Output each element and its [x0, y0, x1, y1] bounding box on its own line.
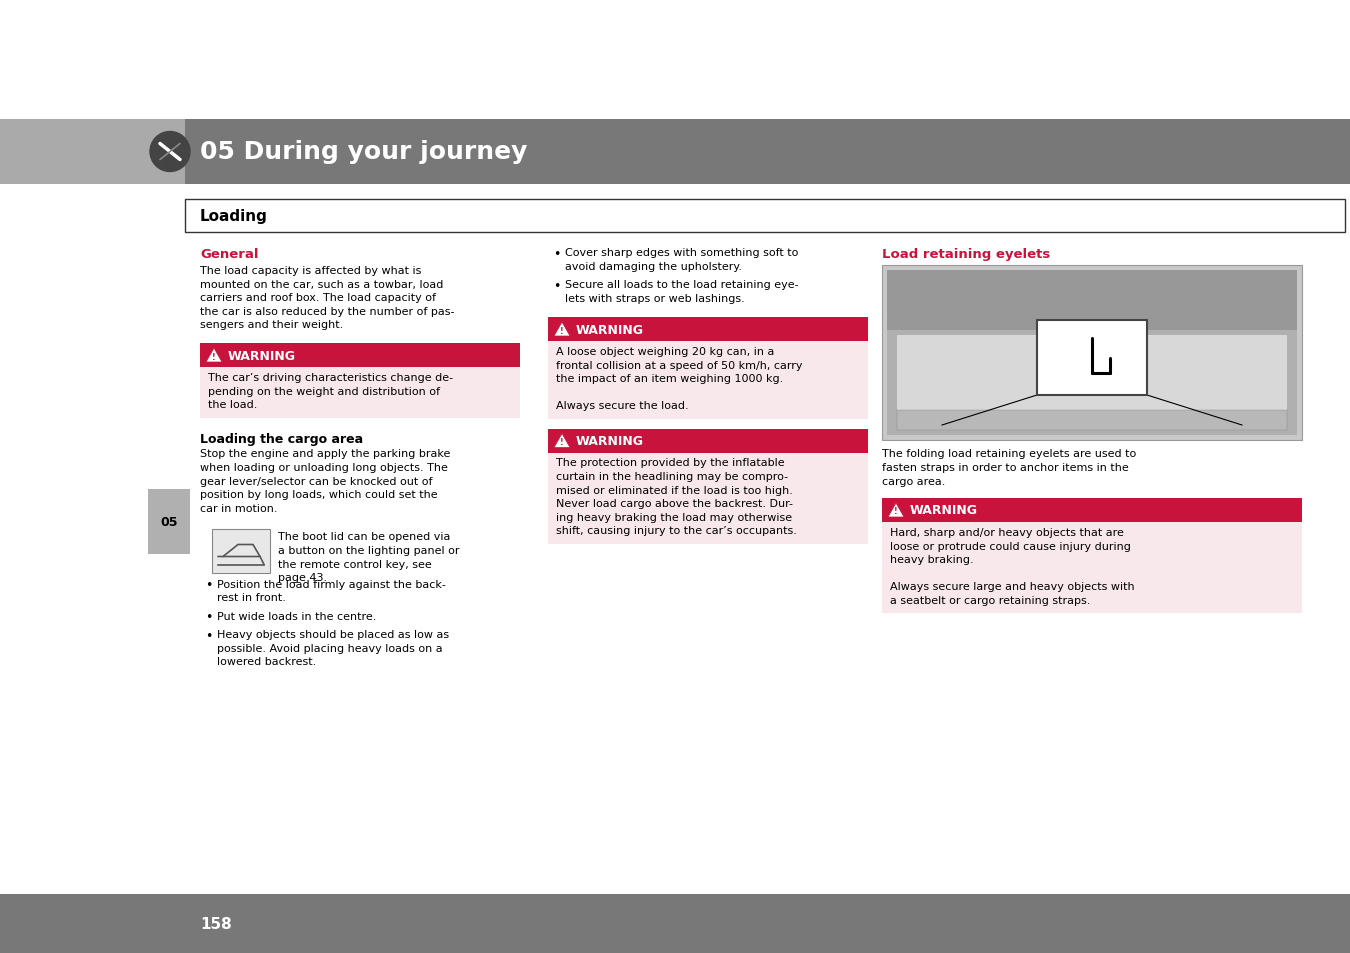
Text: Stop the engine and apply the parking brake
when loading or unloading long objec: Stop the engine and apply the parking br… [200, 449, 451, 514]
Bar [200, 344, 520, 368]
Text: Hard, sharp and/or heavy objects that are
loose or protrude could cause injury d: Hard, sharp and/or heavy objects that ar… [890, 527, 1134, 605]
Text: Heavy objects should be placed as low as
possible. Avoid placing heavy loads on : Heavy objects should be placed as low as… [217, 629, 450, 666]
Text: Load retaining eyelets: Load retaining eyelets [882, 248, 1050, 261]
Bar [148, 490, 190, 555]
Bar [896, 335, 1287, 420]
Text: 158: 158 [200, 916, 232, 931]
Text: WARNING: WARNING [576, 435, 644, 448]
Polygon shape [207, 349, 221, 363]
Text: !: ! [894, 507, 898, 516]
Text: WARNING: WARNING [910, 504, 977, 517]
Text: The protection provided by the inflatable
curtain in the headlining may be compr: The protection provided by the inflatabl… [556, 458, 796, 536]
Bar [0, 120, 185, 185]
Bar [548, 341, 868, 419]
Polygon shape [888, 503, 905, 517]
Circle shape [150, 132, 190, 172]
Polygon shape [554, 434, 570, 448]
Text: A loose object weighing 20 kg can, in a
frontal collision at a speed of 50 km/h,: A loose object weighing 20 kg can, in a … [556, 347, 802, 411]
Bar [882, 522, 1301, 614]
Text: Secure all loads to the load retaining eye-
lets with straps or web lashings.: Secure all loads to the load retaining e… [566, 280, 799, 303]
Text: •: • [205, 611, 212, 624]
Bar [0, 894, 1350, 953]
Text: WARNING: WARNING [228, 349, 296, 362]
Text: !: ! [560, 326, 564, 335]
Text: Position the load firmly against the back-
rest in front.: Position the load firmly against the bac… [217, 578, 446, 602]
Text: Loading: Loading [200, 209, 267, 224]
Bar [887, 271, 1297, 436]
Bar [212, 529, 270, 573]
Bar [882, 498, 1301, 522]
Text: General: General [200, 248, 258, 261]
Bar [200, 368, 520, 418]
Text: The boot lid can be opened via
a button on the lighting panel or
the remote cont: The boot lid can be opened via a button … [278, 532, 459, 582]
Bar [548, 317, 868, 341]
Bar [1037, 320, 1148, 395]
Text: The folding load retaining eyelets are used to
fasten straps in order to anchor : The folding load retaining eyelets are u… [882, 449, 1137, 486]
Text: Loading the cargo area: Loading the cargo area [200, 432, 363, 445]
Text: •: • [554, 280, 560, 293]
Text: !: ! [212, 352, 216, 361]
Text: 05 During your journey: 05 During your journey [200, 140, 528, 164]
Text: •: • [205, 629, 212, 642]
Bar [882, 266, 1301, 440]
Text: The load capacity is affected by what is
mounted on the car, such as a towbar, l: The load capacity is affected by what is… [200, 266, 455, 330]
Bar [887, 271, 1297, 331]
Bar [548, 429, 868, 453]
Text: •: • [554, 248, 560, 261]
Text: WARNING: WARNING [576, 323, 644, 336]
Text: Put wide loads in the centre.: Put wide loads in the centre. [217, 611, 377, 620]
Text: Cover sharp edges with something soft to
avoid damaging the upholstery.: Cover sharp edges with something soft to… [566, 248, 798, 272]
Bar [185, 120, 1350, 185]
Polygon shape [554, 323, 570, 336]
Text: 05: 05 [161, 516, 178, 529]
Bar [896, 411, 1287, 431]
Text: •: • [205, 578, 212, 592]
Bar [185, 200, 1345, 233]
Text: The car’s driving characteristics change de-
pending on the weight and distribut: The car’s driving characteristics change… [208, 373, 454, 410]
Bar [548, 453, 868, 544]
Text: !: ! [560, 437, 564, 447]
